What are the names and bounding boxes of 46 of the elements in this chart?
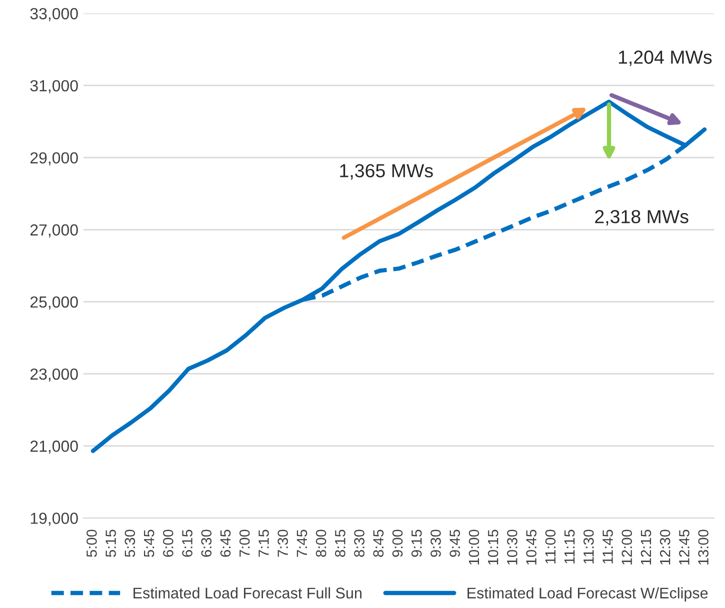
y-tick-label: 21,000	[30, 440, 78, 454]
y-tick-label: 33,000	[30, 8, 78, 22]
x-tick-label: 10:30	[507, 530, 518, 565]
x-tick-label: 6:00	[162, 530, 174, 557]
x-tick-label: 11:45	[602, 530, 613, 564]
x-tick-label: 9:00	[392, 530, 403, 557]
legend-label: Estimated Load Forecast W/Eclipse	[468, 587, 708, 602]
x-tick-label: 10:00	[468, 530, 480, 565]
x-tick-label: 5:45	[144, 530, 154, 557]
x-tick-label: 8:30	[354, 530, 364, 557]
x-tick-label: 8:00	[316, 530, 326, 557]
x-tick-label: 9:15	[411, 530, 422, 557]
y-tick-label: 31,000	[30, 80, 78, 94]
x-tick-label: 11:15	[564, 530, 575, 564]
legend-label: Estimated Load Forecast Full Sun	[134, 587, 362, 598]
annotation: 2,318 MWs	[595, 210, 688, 226]
x-tick-label: 10:15	[488, 530, 498, 565]
x-tick-label: 6:45	[220, 530, 231, 557]
x-tick-label: 12:00	[622, 530, 632, 565]
y-tick-label: 29,000	[30, 152, 78, 166]
x-tick-label: 7:00	[239, 530, 250, 557]
y-tick-label: 27,000	[30, 224, 78, 238]
y-tick-label: 23,000	[30, 368, 78, 382]
x-tick-label: 5:15	[106, 530, 116, 557]
x-tick-label: 8:45	[373, 530, 384, 557]
x-tick-label: 5:30	[124, 530, 136, 557]
x-tick-label: 13:00	[698, 530, 708, 565]
x-tick-label: 7:15	[258, 530, 269, 557]
y-tick-label: 25,000	[30, 296, 78, 310]
x-tick-label: 12:15	[640, 530, 652, 565]
x-tick-label: 9:30	[430, 530, 441, 557]
x-tick-label: 7:30	[278, 530, 288, 557]
x-tick-label: 12:30	[660, 530, 670, 565]
x-tick-label: 11:00	[545, 530, 556, 564]
x-tick-label: 7:45	[296, 530, 308, 557]
y-tick-label: 19,000	[30, 512, 78, 526]
annotation: 1,204 MWs	[618, 50, 712, 66]
x-tick-label: 6:15	[182, 530, 192, 557]
x-tick-label: 5:00	[86, 530, 97, 557]
x-tick-label: 6:30	[201, 530, 212, 557]
x-tick-label: 11:30	[583, 530, 594, 564]
x-tick-label: 10:45	[526, 530, 536, 565]
x-tick-label: 9:45	[450, 530, 460, 557]
x-tick-label: 12:45	[679, 530, 690, 565]
x-tick-label: 8:15	[334, 530, 346, 557]
annotation: 1,365 MWs	[340, 164, 433, 180]
